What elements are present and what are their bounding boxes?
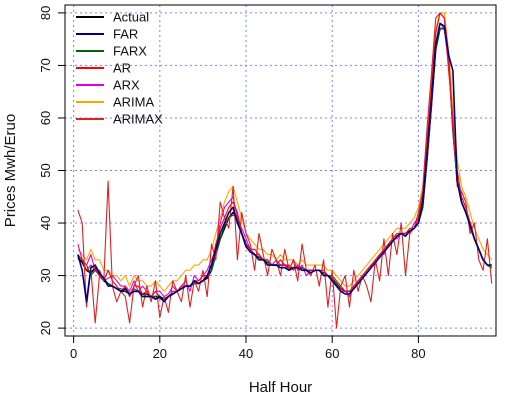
y-tick-label: 40 (38, 216, 53, 230)
series-lines (77, 12, 493, 329)
series-line-farx (77, 28, 492, 300)
y-tick-label: 80 (38, 6, 53, 20)
legend-label-actual: Actual (113, 10, 149, 25)
legend-label-arimax: ARIMAX (113, 112, 163, 127)
legend-label-arx: ARX (113, 78, 140, 93)
legend-label-farx: FARX (113, 44, 147, 59)
legend: Actual FAR FARX AR ARX ARIMA ARIMAX (76, 10, 163, 127)
legend-label-far: FAR (113, 27, 138, 42)
x-tick-label: 80 (411, 346, 425, 361)
x-tick-label: 20 (153, 346, 167, 361)
x-axis-title: Half Hour (249, 379, 312, 396)
legend-label-ar: AR (113, 61, 131, 76)
series-line-arimax (77, 12, 493, 329)
y-tick-label: 20 (38, 321, 53, 335)
series-line-actual (77, 27, 493, 301)
y-tick-label: 70 (38, 58, 53, 72)
x-tick-label: 40 (239, 346, 253, 361)
x-tick-label: 60 (325, 346, 339, 361)
legend-label-arima: ARIMA (113, 95, 155, 110)
series-line-far (77, 22, 492, 303)
y-tick-label: 60 (38, 111, 53, 125)
y-tick-label: 50 (38, 163, 53, 177)
y-tick-label: 30 (38, 268, 53, 282)
y-axis-title: Prices Mwh/Eruo (2, 114, 19, 227)
axes: 0 20 40 60 80 20 30 40 50 60 70 80 (38, 6, 426, 361)
series-line-arx (77, 22, 492, 298)
x-tick-label: 0 (70, 346, 77, 361)
